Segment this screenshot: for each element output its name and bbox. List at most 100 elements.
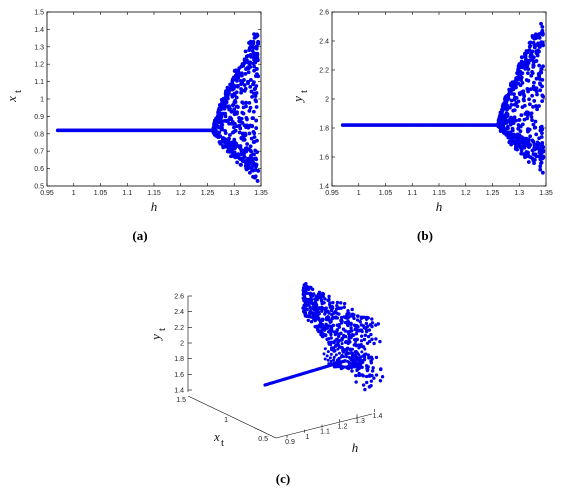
panel-c-hlabel: h	[352, 440, 359, 455]
b-point	[532, 99, 537, 103]
a-point	[237, 115, 241, 120]
panel-b-caption: (b)	[417, 228, 433, 243]
c-point	[337, 325, 341, 329]
c-point	[337, 345, 342, 349]
c-point	[341, 327, 346, 331]
b-point	[519, 148, 524, 153]
a-point	[238, 157, 243, 162]
b-point	[500, 117, 505, 122]
a-point	[235, 160, 240, 165]
c-h-tick-label: 1.2	[338, 423, 348, 430]
a-point	[231, 86, 236, 91]
panel-a-y-ticks: 0.5 0.6 0.7 0.8 0.9 1 1.1 1.2 1.3 1.4 1.5	[34, 10, 261, 191]
c-point	[313, 324, 317, 329]
c-point	[312, 317, 316, 321]
c-point	[329, 352, 333, 356]
c-point	[306, 291, 310, 296]
b-point	[511, 108, 516, 113]
b-point	[528, 134, 533, 139]
panel-a: 0.95 1 1.05 1.1 1.15 1.2 1.25 1.3 1.35 0.5 0.6 0.7…	[4, 10, 268, 244]
c-point	[319, 298, 324, 302]
a-point	[236, 152, 241, 157]
b-point	[505, 112, 510, 117]
c-point	[333, 310, 337, 314]
a-point	[254, 91, 259, 95]
c-point	[327, 362, 331, 366]
c-point	[304, 281, 308, 286]
c-point	[323, 297, 327, 301]
a-point	[228, 115, 233, 120]
b-point	[509, 142, 514, 147]
b-point	[533, 119, 538, 124]
a-point	[242, 88, 247, 93]
panel-a-ylabel: x	[4, 96, 19, 103]
b-point	[536, 146, 541, 151]
c-point	[322, 352, 326, 356]
c-h-tick-label: 1.1	[320, 429, 330, 436]
a-point	[223, 131, 228, 136]
b-y-tick-label: 1.4	[319, 184, 329, 191]
a-point	[251, 82, 255, 87]
c-z-tick-label: 2.4	[174, 309, 184, 316]
c-h-tick-label: 1.3	[355, 418, 365, 425]
a-point	[254, 118, 259, 123]
b-point	[528, 112, 533, 116]
b-point	[538, 167, 543, 172]
c-point	[367, 328, 372, 332]
b-point	[529, 87, 533, 92]
b-point	[526, 78, 531, 83]
c-point	[304, 289, 308, 293]
a-point	[241, 101, 246, 106]
b-y-tick-label: 2.2	[319, 68, 329, 75]
b-point	[524, 136, 529, 141]
c-point	[339, 355, 343, 359]
panel-c-xlabel: x	[213, 429, 220, 444]
a-y-tick-label: 0.8	[34, 131, 44, 138]
c-point	[340, 337, 344, 341]
c-point	[370, 317, 374, 321]
c-point	[350, 347, 354, 351]
c-x-tick-label: 1	[224, 417, 228, 424]
b-point	[531, 104, 535, 109]
c-point	[332, 358, 336, 362]
b-point	[518, 71, 523, 76]
a-point	[248, 105, 253, 110]
a-point	[252, 135, 257, 139]
b-point	[533, 35, 538, 40]
c-x-tick-label: 1.5	[176, 397, 186, 404]
a-point	[233, 128, 238, 133]
c-point	[361, 324, 366, 328]
c-h-tick-label: 1.4	[373, 413, 383, 420]
a-point	[253, 74, 258, 78]
b-x-tick-label: 1.25	[486, 190, 500, 197]
a-point	[216, 111, 221, 116]
c-point	[327, 324, 331, 328]
a-point	[252, 68, 256, 73]
b-point	[532, 142, 537, 147]
a-y-tick-label: 1.2	[34, 62, 44, 69]
a-x-tick-label: 1	[72, 190, 76, 197]
b-point	[539, 145, 544, 150]
b-point	[520, 81, 525, 85]
c-point	[310, 287, 315, 292]
c-point	[347, 367, 351, 371]
c-point	[346, 346, 350, 350]
a-point	[251, 157, 256, 161]
c-point	[337, 332, 342, 336]
b-point	[522, 103, 527, 108]
c-point	[371, 366, 375, 370]
c-point	[329, 362, 333, 366]
b-point	[529, 115, 534, 119]
c-point	[329, 359, 333, 363]
c-point	[359, 334, 364, 338]
c-point	[337, 306, 341, 311]
c-point	[332, 365, 336, 369]
b-point	[531, 122, 536, 127]
c-point	[331, 300, 335, 305]
c-point	[322, 328, 327, 332]
a-point	[231, 83, 236, 88]
b-point	[519, 113, 524, 118]
c-point	[329, 340, 334, 344]
c-point	[329, 346, 333, 350]
a-point	[231, 141, 236, 146]
